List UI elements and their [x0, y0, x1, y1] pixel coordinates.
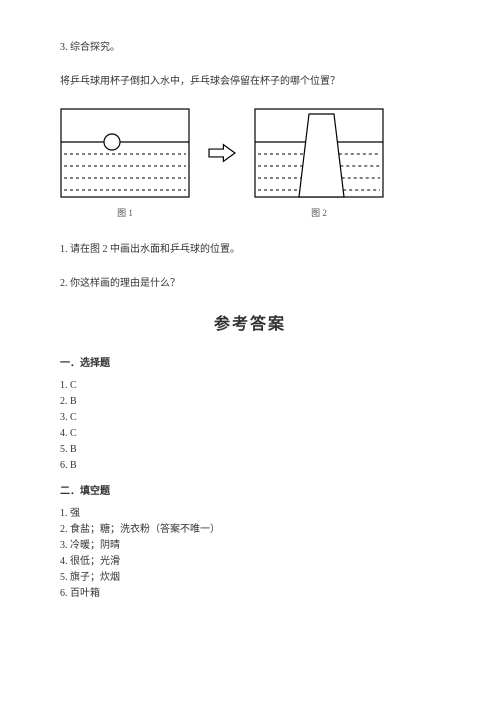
- choice-answer-line: 5. B: [60, 442, 440, 458]
- answers-title: 参考答案: [60, 312, 440, 338]
- figure-2: [254, 108, 384, 198]
- choice-answer-line: 6. B: [60, 458, 440, 474]
- subquestion-2: 2. 你这样画的理由是什么？: [60, 276, 440, 292]
- fill-answer-line: 4. 很低；光滑: [60, 554, 440, 570]
- figure-1: [60, 108, 190, 198]
- fill-answers: 1. 强2. 食盐；糖；洗衣粉（答案不唯一）3. 冷暖；阴晴4. 很低；光滑5.…: [60, 506, 440, 602]
- fill-answer-line: 3. 冷暖；阴晴: [60, 538, 440, 554]
- arrow-icon: [208, 142, 236, 164]
- spacer: [208, 206, 236, 220]
- fill-answer-line: 6. 百叶箱: [60, 586, 440, 602]
- choice-answer-line: 1. C: [60, 378, 440, 394]
- figure-2-label: 图 2: [254, 206, 384, 220]
- subquestion-1: 1. 请在图 2 中画出水面和乒乓球的位置。: [60, 242, 440, 258]
- fill-answer-line: 1. 强: [60, 506, 440, 522]
- figure-row: [60, 108, 440, 198]
- choice-answer-line: 3. C: [60, 410, 440, 426]
- section-2-heading: 二．填空题: [60, 484, 440, 500]
- question-3-heading: 3. 综合探究。: [60, 40, 440, 56]
- section-1-heading: 一．选择题: [60, 356, 440, 372]
- choice-answer-line: 2. B: [60, 394, 440, 410]
- choice-answers: 1. C2. B3. C4. C5. B6. B: [60, 378, 440, 474]
- page: 3. 综合探究。 将乒乓球用杯子倒扣入水中，乒乓球会停留在杯子的哪个位置？ 图 …: [0, 0, 500, 707]
- question-3-prompt: 将乒乓球用杯子倒扣入水中，乒乓球会停留在杯子的哪个位置？: [60, 74, 440, 90]
- fill-answer-line: 5. 旗子；炊烟: [60, 570, 440, 586]
- choice-answer-line: 4. C: [60, 426, 440, 442]
- figure-labels: 图 1 图 2: [60, 206, 440, 220]
- fill-answer-line: 2. 食盐；糖；洗衣粉（答案不唯一）: [60, 522, 440, 538]
- figure-1-label: 图 1: [60, 206, 190, 220]
